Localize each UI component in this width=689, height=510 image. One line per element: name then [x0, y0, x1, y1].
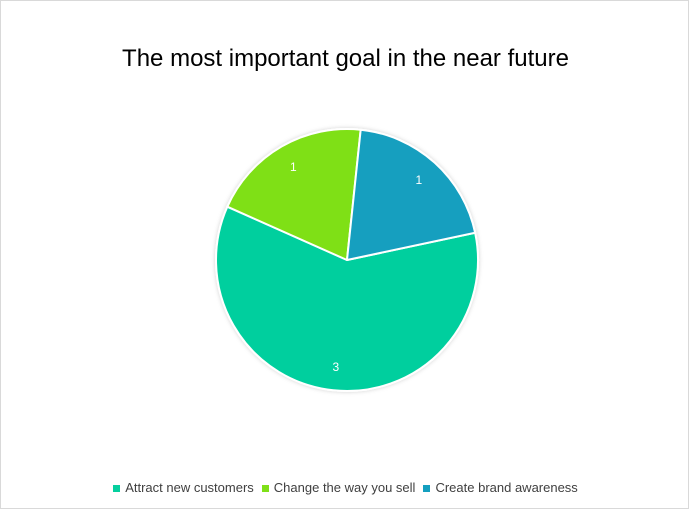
legend-item-create-brand-awareness[interactable]: Create brand awareness — [423, 479, 578, 497]
legend-label: Create brand awareness — [435, 480, 578, 495]
pie-data-label: 1 — [290, 160, 297, 174]
legend-swatch-icon — [113, 484, 121, 492]
pie-data-label: 1 — [416, 173, 423, 187]
chart-title: The most important goal in the near futu… — [122, 45, 569, 72]
chart-legend: Attract new customers Change the way you… — [1, 479, 689, 497]
pie-slice-change-the-way-you-sell[interactable] — [226, 128, 362, 261]
pie-slice-create-brand-awareness[interactable] — [346, 128, 477, 261]
pie-data-label: 3 — [332, 360, 339, 374]
legend-label: Attract new customers — [125, 480, 254, 495]
legend-item-attract-new-customers[interactable]: Attract new customers — [113, 479, 254, 497]
legend-label: Change the way you sell — [273, 480, 416, 495]
pie-slice-attract-new-customers[interactable] — [215, 205, 479, 392]
legend-swatch-icon — [261, 484, 269, 492]
legend-swatch-icon — [423, 484, 431, 492]
legend-item-change-the-way-you-sell[interactable]: Change the way you sell — [261, 479, 416, 497]
